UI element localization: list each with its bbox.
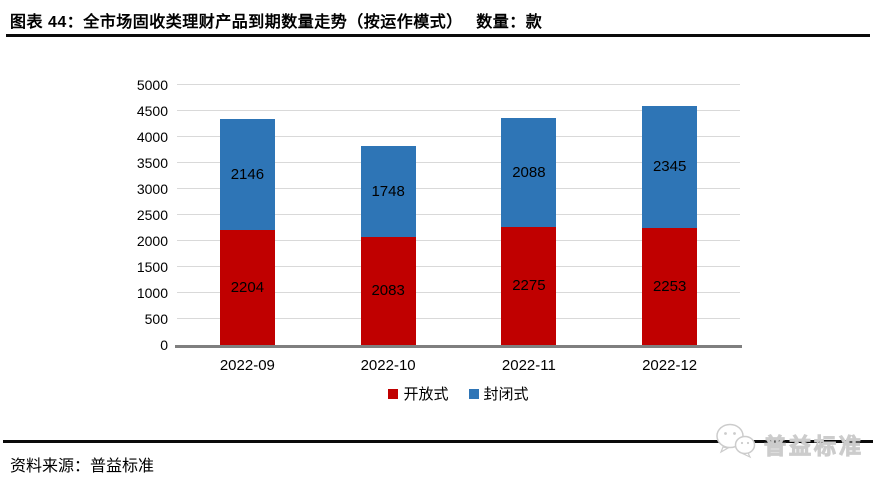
legend-swatch bbox=[468, 388, 479, 399]
legend-item-开放式: 开放式 bbox=[388, 383, 449, 404]
y-tick-label: 2000 bbox=[136, 233, 168, 249]
x-tick-label: 2022-10 bbox=[360, 357, 416, 374]
gridline bbox=[177, 84, 740, 85]
footer-rule bbox=[3, 440, 873, 443]
data-label: 2345 bbox=[652, 158, 687, 176]
data-label: 2088 bbox=[512, 163, 546, 181]
bar-column: 2345 2253 bbox=[599, 85, 740, 345]
source-text: 资料来源：普益标准 bbox=[10, 458, 155, 475]
gridline bbox=[177, 214, 740, 215]
data-label: 2146 bbox=[230, 166, 265, 184]
legend-label: 开放式 bbox=[403, 386, 449, 403]
x-tick-label: 2022-09 bbox=[219, 357, 275, 374]
bar-columns: 2146 2204 1748 2083 2088 2275 2345 2253 bbox=[177, 85, 740, 345]
y-tick-label: 1000 bbox=[136, 285, 168, 301]
bar-column: 1748 2083 bbox=[318, 85, 459, 345]
stacked-bar: 2345 2253 bbox=[642, 105, 698, 345]
y-tick-label: 5000 bbox=[136, 77, 168, 93]
puyi-watermark-logo: 普益标准 bbox=[696, 418, 866, 464]
legend-label: 封闭式 bbox=[483, 386, 529, 403]
x-tick-label: 2022-12 bbox=[642, 357, 698, 374]
gridline bbox=[177, 292, 740, 293]
bar-segment-开放式: 2275 bbox=[501, 226, 557, 345]
bar-segment-封闭式: 2345 bbox=[642, 105, 698, 228]
y-tick-label: 4500 bbox=[136, 103, 168, 119]
bar-segment-开放式: 2083 bbox=[360, 236, 416, 345]
stacked-bar: 1748 2083 bbox=[360, 145, 416, 345]
x-tick-label: 2022-11 bbox=[501, 357, 556, 374]
bar-column: 2088 2275 bbox=[459, 85, 600, 345]
x-axis-tick-labels: 2022-09 2022-10 2022-11 2022-12 bbox=[177, 357, 740, 374]
bar-segment-封闭式: 2088 bbox=[501, 118, 557, 227]
data-label: 1748 bbox=[371, 182, 405, 200]
gridline bbox=[177, 136, 740, 137]
chart-legend: 开放式 封闭式 bbox=[177, 383, 740, 404]
stacked-bar-chart: 2146 2204 1748 2083 2088 2275 2345 2253 2022-09… bbox=[175, 84, 742, 374]
y-tick-label: 3500 bbox=[136, 155, 168, 171]
y-tick-label: 500 bbox=[144, 311, 168, 327]
y-tick-label: 2500 bbox=[136, 207, 168, 223]
y-tick-label: 0 bbox=[160, 337, 168, 353]
stacked-bar: 2088 2275 bbox=[501, 118, 557, 345]
bar-column: 2146 2204 bbox=[177, 85, 318, 345]
gridline bbox=[177, 110, 740, 111]
gridline bbox=[177, 240, 740, 241]
data-label: 2204 bbox=[230, 279, 265, 297]
y-tick-label: 1500 bbox=[136, 259, 168, 275]
legend-swatch bbox=[388, 388, 399, 399]
figure-title: 图表 44：全市场固收类理财产品到期数量走势（按运作模式） 数量：款 bbox=[10, 14, 543, 31]
x-axis-line bbox=[175, 345, 742, 348]
data-label: 2253 bbox=[652, 277, 687, 295]
bar-segment-开放式: 2204 bbox=[219, 230, 275, 345]
wechat-logo-icon bbox=[716, 423, 756, 459]
logo-text: 普益标准 bbox=[763, 434, 864, 460]
bar-segment-封闭式: 1748 bbox=[360, 145, 416, 237]
stacked-bar: 2146 2204 bbox=[219, 118, 275, 345]
title-underline bbox=[6, 34, 870, 37]
data-label: 2275 bbox=[512, 277, 546, 295]
y-axis-tick-labels: 0 500 1000 1500 2000 2500 3000 3500 4000 4500 5000 bbox=[118, 77, 168, 353]
y-tick-label: 4000 bbox=[136, 129, 168, 145]
bar-segment-封闭式: 2146 bbox=[219, 118, 275, 231]
y-tick-label: 3000 bbox=[136, 181, 168, 197]
bar-segment-开放式: 2253 bbox=[642, 227, 698, 345]
gridline bbox=[177, 318, 740, 319]
gridline bbox=[177, 266, 740, 267]
data-label: 2083 bbox=[371, 282, 405, 300]
legend-item-封闭式: 封闭式 bbox=[468, 383, 529, 404]
gridline bbox=[177, 188, 740, 189]
gridline bbox=[177, 162, 740, 163]
